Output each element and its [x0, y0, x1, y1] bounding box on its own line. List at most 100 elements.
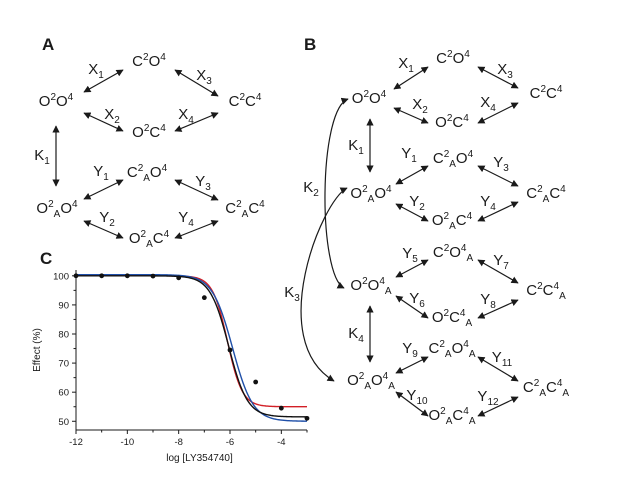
b-node-c2o4a: C2O4A — [433, 243, 474, 264]
a-node-o2ao4: O2AO4 — [36, 199, 78, 220]
a-label-y3: Y3 — [195, 173, 211, 193]
b-label-y8: Y8 — [480, 291, 496, 311]
b-label-k2: K2 — [303, 179, 319, 199]
b-node-c2ac4a: C2AC4A — [523, 378, 569, 399]
a-label-x4: X4 — [178, 106, 194, 126]
a-node-c2c4: C2C4 — [229, 92, 262, 110]
b-label-y12: Y12 — [477, 388, 499, 408]
b-label-y11: Y11 — [492, 349, 513, 369]
a-label-x2: X2 — [104, 106, 120, 126]
a-arrow-y2 — [83, 220, 124, 239]
b-node-c2ao4a: C2AO4A — [429, 339, 476, 360]
b-label-y9: Y9 — [402, 340, 418, 360]
y-tick-label: 50 — [58, 417, 69, 428]
x-axis-title: log [LY354740] — [166, 453, 233, 464]
data-point — [227, 347, 233, 353]
b-arrow-x1 — [393, 66, 429, 90]
data-point — [201, 295, 207, 301]
data-point — [150, 273, 156, 279]
b-arrow-x2 — [393, 107, 429, 124]
b-node-o2ao4a: O2AO4A — [347, 371, 395, 392]
b-label-x3: X3 — [497, 61, 513, 81]
b-arrow-y1 — [395, 165, 429, 185]
b-node-c2o4: C2O4 — [436, 49, 470, 67]
a-arrow-x4 — [174, 112, 219, 132]
a-label-k1: K1 — [34, 147, 50, 167]
b-label-k3: K3 — [284, 284, 300, 304]
fit-curve-3 — [76, 275, 308, 418]
b-arrow-k2 — [324, 97, 349, 289]
b-arrow-x4 — [477, 102, 519, 124]
fit-curve-1 — [76, 275, 307, 408]
data-point — [73, 273, 79, 279]
b-label-y10: Y10 — [406, 387, 428, 407]
b-node-c2ac4: C2AC4 — [526, 184, 566, 205]
a-arrow-y1 — [83, 179, 124, 200]
a-arrow-x2 — [83, 112, 124, 132]
a-label-y4: Y4 — [178, 209, 194, 229]
b-label-y3: Y3 — [493, 154, 509, 174]
b-label-x1: X1 — [398, 55, 414, 75]
b-arrow-y2 — [395, 203, 429, 222]
b-node-c2ao4: C2AO4 — [433, 149, 474, 170]
b-arrow-y9 — [395, 356, 429, 374]
b-label-k4: K4 — [348, 325, 364, 345]
dose-response-chart: -12 -10 -8 -6 -4 50 60 70 80 90 100 log [LY354740] E… — [32, 270, 310, 464]
data-point — [253, 379, 259, 385]
a-node-c2o4: C2O4 — [132, 52, 166, 70]
panel-label-b: B — [304, 35, 316, 54]
a-label-x3: X3 — [196, 67, 212, 87]
b-label-y4: Y4 — [480, 193, 496, 213]
b-arrow-y12 — [477, 396, 519, 417]
a-label-y2: Y2 — [99, 209, 115, 229]
panel-label-c: C — [40, 249, 52, 268]
b-arrow-y10 — [395, 391, 429, 417]
x-tick-label: -8 — [174, 437, 182, 448]
data-point — [176, 275, 182, 281]
fit-curve-2 — [76, 273, 308, 422]
b-node-o2o4a: O2O4A — [350, 276, 391, 297]
a-arrow-y4 — [174, 220, 219, 239]
a-node-o2ac4: O2AC4 — [129, 229, 170, 250]
a-arrow-y3 — [174, 179, 219, 201]
y-tick-label: 90 — [58, 300, 69, 311]
b-arrow-y7 — [477, 259, 519, 284]
a-node-o2c4: O2C4 — [132, 123, 166, 141]
b-label-y1: Y1 — [401, 145, 417, 165]
b-node-o2ac4: O2AC4 — [432, 211, 473, 232]
b-label-y7: Y7 — [493, 252, 509, 272]
b-label-x2: X2 — [412, 96, 428, 116]
b-node-o2o4: O2O4 — [352, 89, 387, 107]
a-label-x1: X1 — [88, 61, 104, 81]
a-node-c2ao4: C2AO4 — [127, 163, 168, 184]
arrow-layer — [52, 66, 519, 417]
b-node-c2c4: C2C4 — [530, 84, 563, 102]
y-tick-label: 70 — [58, 359, 69, 370]
y-tick-label: 60 — [58, 388, 69, 399]
x-tick-label: -12 — [69, 437, 83, 448]
b-label-x4: X4 — [480, 94, 496, 114]
b-arrow-y6 — [395, 295, 429, 319]
y-tick-label: 100 — [53, 271, 69, 282]
b-label-y5: Y5 — [402, 245, 418, 265]
b-label-y2: Y2 — [409, 193, 425, 213]
b-node-o2ac4a: O2AC4A — [429, 406, 476, 427]
a-node-c2ac4: C2AC4 — [225, 199, 265, 220]
data-point — [304, 415, 310, 421]
y-tick-label: 80 — [58, 330, 69, 341]
x-tick-label: -4 — [277, 437, 285, 448]
b-arrow-k3 — [300, 187, 348, 382]
data-point — [124, 273, 130, 279]
b-arrow-y4 — [477, 201, 519, 222]
x-tick-label: -10 — [120, 437, 134, 448]
b-node-o2ao4: O2AO4 — [350, 184, 392, 205]
b-label-y6: Y6 — [409, 290, 425, 310]
a-label-y1: Y1 — [93, 163, 109, 183]
label-layer: A B C C2O4 O2O4 C2C4 O2C4 C2AO4 O2AO4 C2AC4 O2AC4 X… — [34, 35, 569, 427]
b-arrow-y5 — [395, 259, 429, 278]
x-tick-label: -6 — [226, 437, 234, 448]
b-node-o2c4: O2C4 — [435, 113, 469, 131]
b-node-c2c4a: C2C4A — [526, 281, 566, 302]
data-point — [99, 273, 105, 279]
